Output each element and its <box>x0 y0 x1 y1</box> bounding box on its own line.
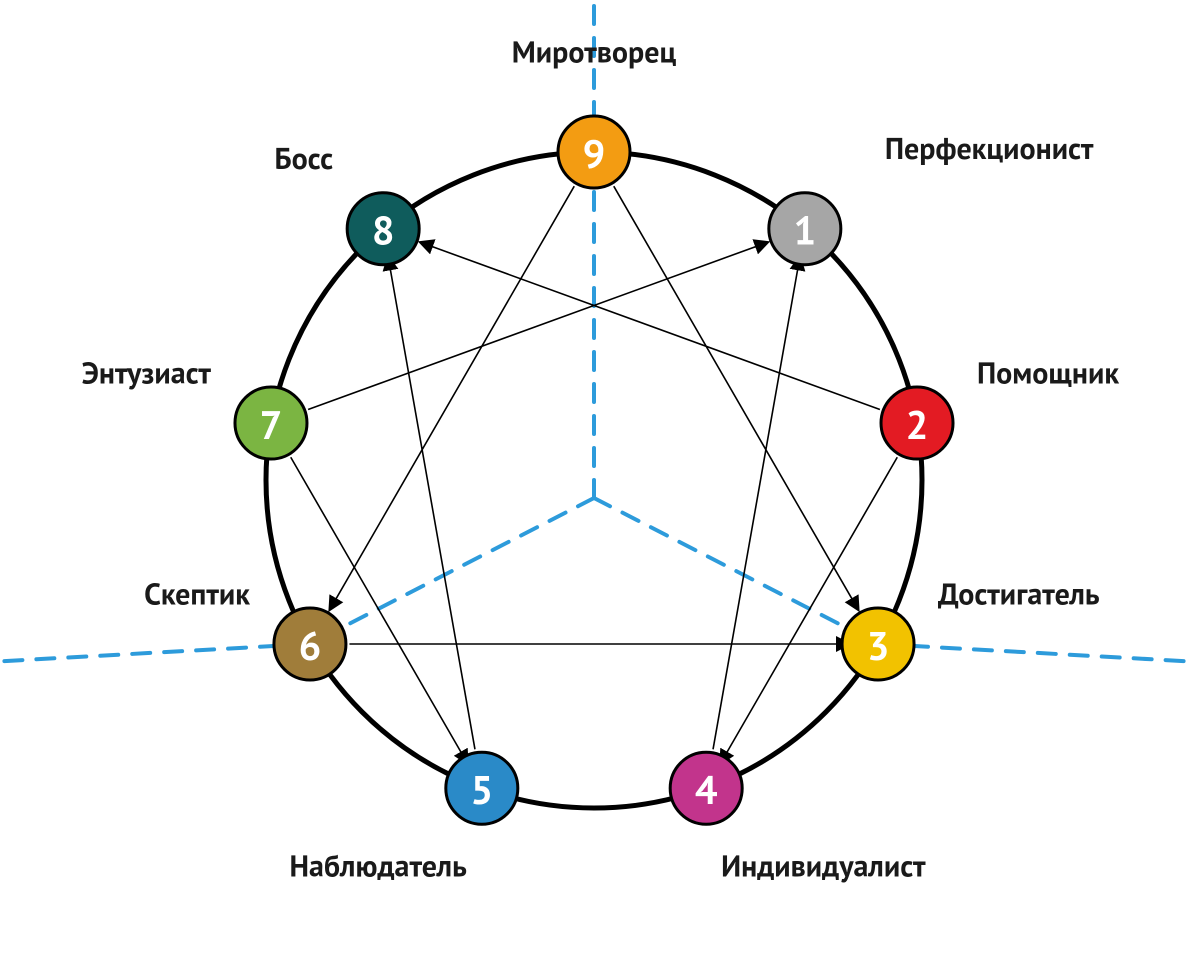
node-5-number: 5 <box>470 764 493 816</box>
node-6: 6 <box>274 608 346 680</box>
edge-2-8 <box>420 242 880 409</box>
edge-8-5 <box>390 268 475 750</box>
label-2: Помощник <box>977 354 1119 393</box>
node-7: 7 <box>235 387 307 459</box>
node-1-number: 1 <box>793 205 816 257</box>
edge-5-7 <box>291 457 462 754</box>
label-8: Босс <box>274 139 333 178</box>
node-1: 1 <box>769 193 841 265</box>
label-1: Перфекционист <box>885 129 1094 168</box>
label-5: Наблюдатель <box>290 847 468 886</box>
node-5: 5 <box>446 752 518 824</box>
label-7: Энтузиаст <box>82 354 212 393</box>
node-9: 9 <box>558 116 630 188</box>
sector-dividers <box>1 0 1187 661</box>
edge-7-1 <box>308 242 768 409</box>
label-4: Индивидуалист <box>721 847 926 886</box>
node-3-number: 3 <box>867 620 890 672</box>
node-8-number: 8 <box>372 205 395 257</box>
node-9-number: 9 <box>583 128 606 180</box>
node-3: 3 <box>842 608 914 680</box>
node-4: 4 <box>670 752 742 824</box>
node-8: 8 <box>347 193 419 265</box>
edge-1-4 <box>713 268 798 750</box>
node-6-number: 6 <box>299 620 322 672</box>
edge-4-2 <box>726 457 897 754</box>
label-9: Миротворец <box>512 33 677 72</box>
node-2: 2 <box>881 387 953 459</box>
label-6: Скептик <box>144 575 250 614</box>
divider-outer-2 <box>878 644 1187 661</box>
node-7-number: 7 <box>260 399 283 451</box>
divider-outer-1 <box>1 644 310 661</box>
node-2-number: 2 <box>906 399 929 451</box>
label-3: Достигатель <box>938 575 1100 614</box>
enneagram-diagram: 9 1 2 3 4 5 6 7 8 Миротворец Перфекционист Помощник… <box>0 0 1200 978</box>
node-4-number: 4 <box>695 764 718 816</box>
